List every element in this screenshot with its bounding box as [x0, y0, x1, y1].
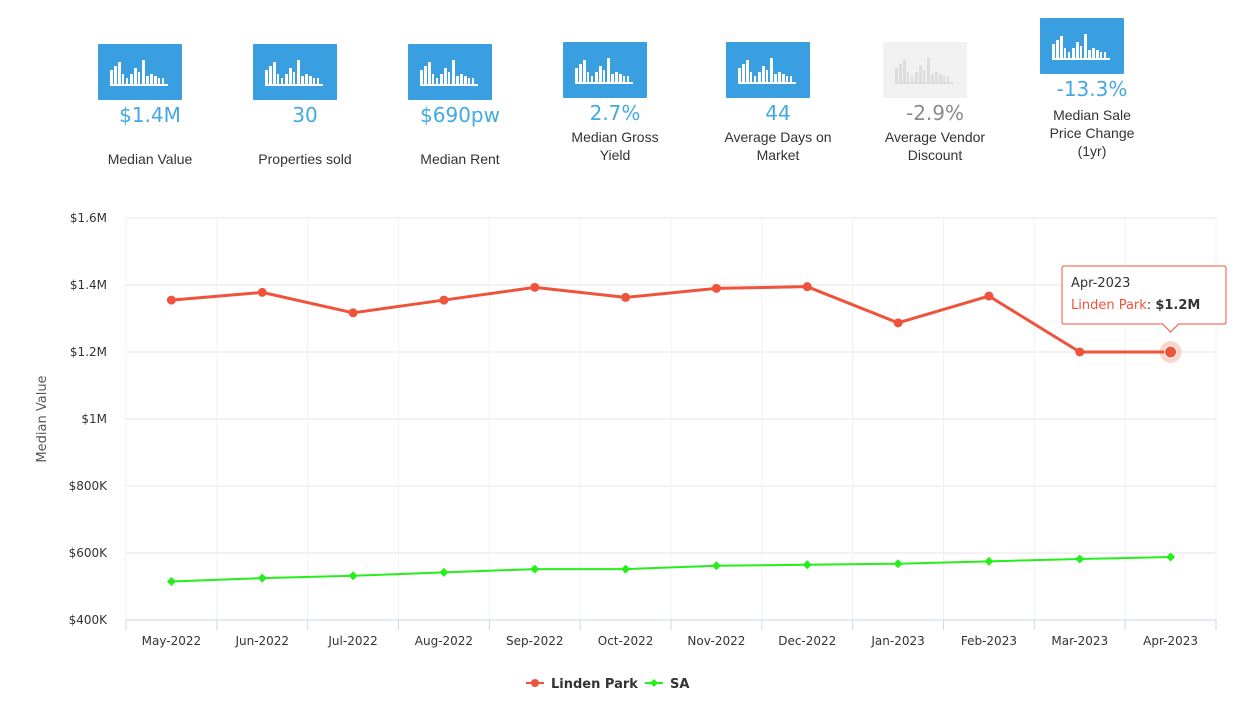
data-point-linden-park[interactable]	[1075, 347, 1085, 357]
stat-label: Properties sold	[258, 151, 352, 167]
data-point-sa[interactable]	[711, 561, 721, 571]
stat-value: $690pw	[420, 103, 500, 127]
stat-value: 2.7%	[589, 101, 641, 125]
x-tick-label: May-2022	[142, 634, 201, 648]
y-tick-label: $1M	[81, 412, 107, 426]
tooltip-series-line: Linden Park: $1.2M	[1071, 298, 1200, 313]
legend-item-linden-park[interactable]: Linden Park	[526, 677, 638, 692]
x-tick-label: Jun-2022	[234, 634, 289, 648]
bar-chart-icon[interactable]	[98, 44, 182, 100]
data-point-linden-park[interactable]	[893, 318, 903, 328]
data-point-sa[interactable]	[1166, 552, 1176, 562]
stat-value: $1.4M	[119, 103, 181, 127]
data-point-sa[interactable]	[348, 571, 358, 581]
stat-value: 30	[292, 103, 318, 127]
data-point-sa[interactable]	[1075, 554, 1085, 564]
stat-label: Average Vendor Discount	[884, 129, 986, 163]
stat-value: -13.3%	[1056, 77, 1128, 101]
data-point-sa[interactable]	[439, 567, 449, 577]
data-point-sa[interactable]	[530, 564, 540, 574]
stat-label: Median Gross Yield	[571, 129, 659, 163]
data-point-linden-park[interactable]	[984, 291, 994, 301]
tooltip-title: Apr-2023	[1071, 276, 1130, 291]
data-point-sa[interactable]	[621, 564, 631, 574]
x-tick-label: Sep-2022	[506, 634, 564, 648]
x-tick-label: Mar-2023	[1051, 634, 1108, 648]
y-tick-label: $800K	[69, 479, 109, 493]
bar-chart-icon[interactable]	[253, 44, 337, 100]
y-axis-title: Median Value	[35, 375, 50, 462]
y-tick-label: $1.4M	[70, 278, 107, 292]
x-tick-label: Apr-2023	[1143, 634, 1198, 648]
tooltip-value: $1.2M	[1155, 298, 1200, 313]
bar-chart-icon[interactable]	[726, 42, 810, 98]
x-tick-label: Oct-2022	[598, 634, 654, 648]
x-tick-label: Jul-2022	[327, 634, 377, 648]
data-point-linden-park[interactable]	[621, 292, 631, 302]
stat-label: Median Sale Price Change (1yr)	[1049, 107, 1135, 159]
data-point-linden-park[interactable]	[530, 282, 540, 292]
legend-label: Linden Park	[551, 677, 638, 692]
data-point-linden-park[interactable]	[166, 295, 176, 305]
stat-label: Median Value	[107, 151, 193, 167]
data-point-sa[interactable]	[802, 560, 812, 570]
data-point-sa[interactable]	[984, 556, 994, 566]
legend-marker	[650, 679, 658, 687]
median-value-chart: $400K $600K $800K $1M $1.2M $1.4M $1.6M May-202…	[35, 211, 1227, 692]
y-tick-label: $600K	[69, 546, 109, 560]
data-point-sa[interactable]	[893, 559, 903, 569]
hovered-data-point[interactable]	[1164, 345, 1178, 359]
stat-value: -2.9%	[905, 101, 965, 125]
x-tick-label: Nov-2022	[687, 634, 745, 648]
stat-label: Median Rent	[420, 151, 500, 167]
data-point-linden-park[interactable]	[802, 282, 812, 292]
stats-strip: $1.4M Median Value 30 Properties sold $690pw…	[0, 0, 1252, 190]
y-tick-label: $1.6M	[70, 211, 107, 225]
x-tick-label: Dec-2022	[778, 634, 836, 648]
series-line-linden-park	[171, 285, 1171, 354]
stat-label: Average Days on Market	[724, 129, 832, 163]
legend-item-sa[interactable]: SA	[645, 677, 689, 692]
data-point-linden-park[interactable]	[439, 295, 449, 305]
x-tick-label: Feb-2023	[961, 634, 1017, 648]
data-point-sa[interactable]	[166, 576, 176, 586]
legend-label: SA	[670, 677, 689, 692]
x-tick-label: Aug-2022	[415, 634, 473, 648]
bar-chart-icon	[883, 42, 967, 98]
bar-chart-icon[interactable]	[563, 42, 647, 98]
series-line-sa	[171, 556, 1171, 583]
legend-marker	[531, 679, 539, 687]
data-point-linden-park[interactable]	[348, 308, 358, 318]
bar-chart-icon[interactable]	[1040, 18, 1124, 74]
tooltip-series-name: Linden Park	[1071, 298, 1147, 313]
data-point-linden-park[interactable]	[711, 283, 721, 293]
data-point-linden-park[interactable]	[257, 287, 267, 297]
stat-value: 44	[765, 101, 791, 125]
y-tick-label: $1.2M	[70, 345, 107, 359]
bar-chart-icon[interactable]	[408, 44, 492, 100]
data-point-sa[interactable]	[257, 573, 267, 583]
x-tick-label: Jan-2023	[870, 634, 924, 648]
tooltip-separator: :	[1147, 298, 1156, 313]
y-tick-label: $400K	[69, 613, 109, 627]
tooltip-box	[1061, 265, 1227, 333]
